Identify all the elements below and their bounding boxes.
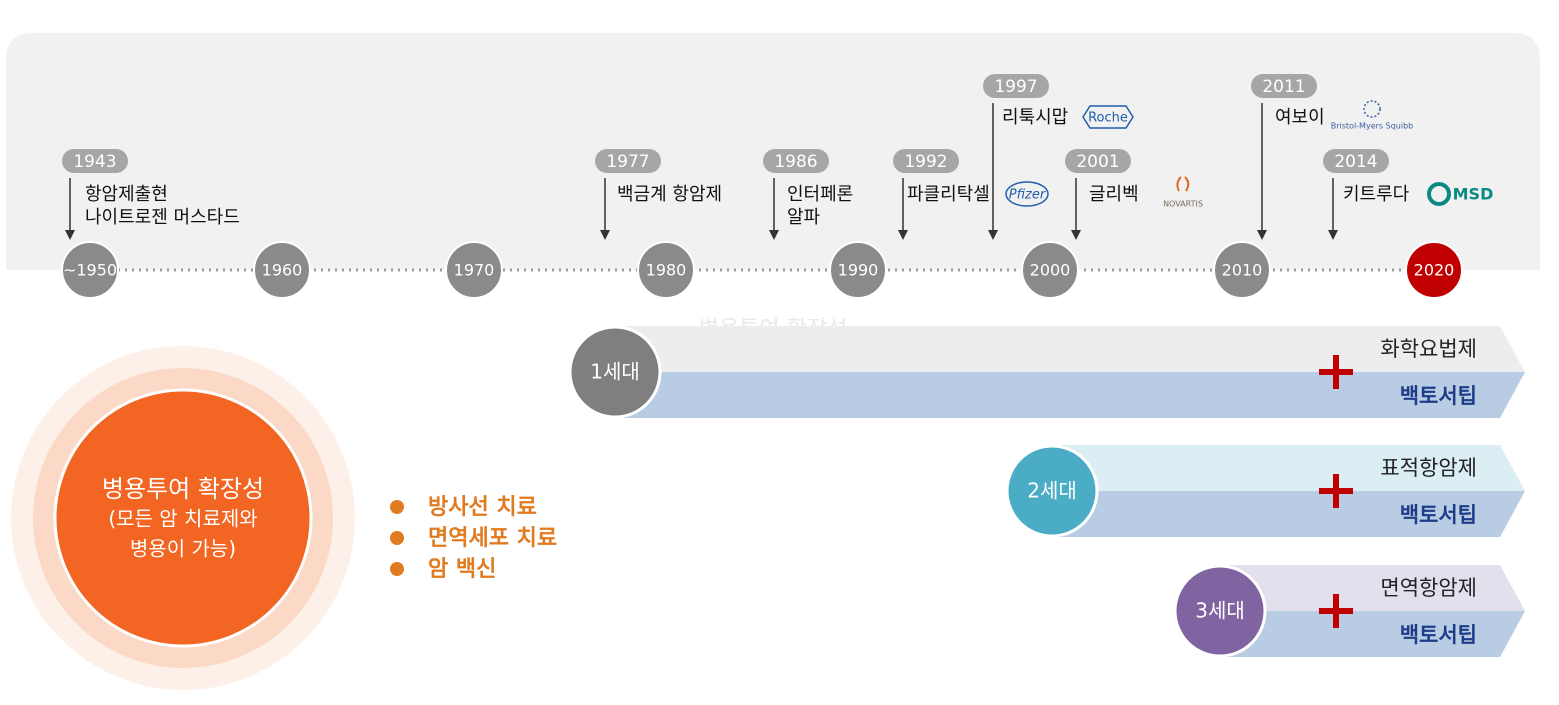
decade-label: 2010 xyxy=(1222,261,1263,280)
generation-label: 2세대 xyxy=(1027,479,1077,503)
plus-sign xyxy=(1319,355,1353,389)
generation-band-top xyxy=(620,326,1525,372)
event-text: 파클리탁셀 xyxy=(907,184,990,205)
decade-node xyxy=(1405,241,1463,299)
bullet-text: 면역세포 치료 xyxy=(428,526,557,551)
generation-band-bottom xyxy=(620,372,1525,418)
logo-shape xyxy=(1005,181,1049,207)
therapy-label: 화학요법제 xyxy=(1380,337,1477,361)
vaccine-label: 백토서팁 xyxy=(1400,623,1477,647)
logo-text: NOVARTIS xyxy=(1163,200,1203,209)
year-badge xyxy=(893,149,959,173)
decade-node xyxy=(445,241,503,299)
therapy-label: 표적항암제 xyxy=(1380,456,1477,480)
logo-text: MSD xyxy=(1453,185,1494,204)
year-label: 1992 xyxy=(904,152,947,172)
event-text: 백금계 항암제 xyxy=(617,184,722,205)
year-badge xyxy=(1323,149,1389,173)
decade-node xyxy=(61,241,119,299)
year-label: 1986 xyxy=(774,152,817,172)
generation-node xyxy=(568,325,662,419)
bullet xyxy=(390,500,404,514)
year-badge xyxy=(1251,74,1317,98)
decade-label: 1960 xyxy=(262,261,303,280)
combination-text: 병용이 가능) xyxy=(130,537,236,561)
vaccine-label: 백토서팁 xyxy=(1400,384,1477,408)
bullet-text: 암 백신 xyxy=(428,557,496,582)
combination-text: 병용투여 확장성 xyxy=(102,475,264,503)
generation-node xyxy=(1173,564,1267,658)
arrow-head xyxy=(1257,230,1267,240)
event-text: 나이트로젠 머스타드 xyxy=(85,207,240,228)
year-badge xyxy=(595,149,661,173)
year-label: 2001 xyxy=(1076,152,1119,172)
arrow-head xyxy=(1071,230,1081,240)
event-text: 여보이 xyxy=(1275,107,1325,128)
year-badge xyxy=(763,149,829,173)
vaccine-label: 백토서팁 xyxy=(1400,503,1477,527)
decade-node xyxy=(1213,241,1271,299)
decade-node xyxy=(829,241,887,299)
decade-label: 2000 xyxy=(1030,261,1071,280)
combination-text: (모든 암 치료제와 xyxy=(108,507,257,531)
generation-band-top xyxy=(1225,565,1525,611)
bullet-text: 방사선 치료 xyxy=(428,495,537,520)
year-badge xyxy=(1065,149,1131,173)
logo-shape xyxy=(1082,105,1134,129)
decade-node xyxy=(1021,241,1079,299)
event-text: 인터페론 xyxy=(787,184,853,205)
logo-text: Pfizer xyxy=(1009,188,1047,203)
decade-node xyxy=(253,241,311,299)
year-badge xyxy=(983,74,1049,98)
event-text: 알파 xyxy=(787,207,821,228)
logo-text: Bristol-Myers Squibb xyxy=(1331,122,1413,131)
arrow-head xyxy=(988,230,998,240)
generation-label: 1세대 xyxy=(590,360,640,384)
decade-label: 1980 xyxy=(646,261,687,280)
bullet xyxy=(390,531,404,545)
year-label: 1977 xyxy=(606,152,649,172)
arrow-head xyxy=(600,230,610,240)
arrow-head xyxy=(65,230,75,240)
event-text: 리툭시맙 xyxy=(1002,107,1068,128)
year-label: 2011 xyxy=(1262,77,1305,97)
generation-node xyxy=(1005,444,1099,538)
decade-label: 2020 xyxy=(1414,261,1455,280)
year-label: 1997 xyxy=(994,77,1037,97)
generation-band-top xyxy=(1055,445,1525,491)
event-text: 항암제출현 xyxy=(85,184,168,205)
year-label: 1943 xyxy=(73,152,116,172)
decade-label: 1970 xyxy=(454,261,495,280)
year-label: 2014 xyxy=(1334,152,1377,172)
event-text: 키트루다 xyxy=(1343,184,1410,205)
logo-shape xyxy=(1363,100,1381,118)
bullet xyxy=(390,562,404,576)
core xyxy=(53,388,313,648)
generation-label: 3세대 xyxy=(1195,599,1245,623)
generation-band-bottom xyxy=(1055,491,1525,537)
logo-text: Roche xyxy=(1088,111,1128,126)
arrow-head xyxy=(769,230,779,240)
decade-node xyxy=(637,241,695,299)
logo-shape xyxy=(1176,176,1190,192)
arrow-head xyxy=(1328,230,1338,240)
year-badge xyxy=(62,149,128,173)
plus-sign xyxy=(1319,594,1353,628)
plus-sign xyxy=(1319,474,1353,508)
arrow-head xyxy=(898,230,908,240)
logo-shape xyxy=(1427,182,1451,206)
generation-band-bottom xyxy=(1225,611,1525,657)
event-text: 글리벡 xyxy=(1089,184,1139,205)
therapy-label: 면역항암제 xyxy=(1380,576,1477,600)
decade-label: ~1950 xyxy=(63,261,117,280)
decade-label: 1990 xyxy=(838,261,879,280)
